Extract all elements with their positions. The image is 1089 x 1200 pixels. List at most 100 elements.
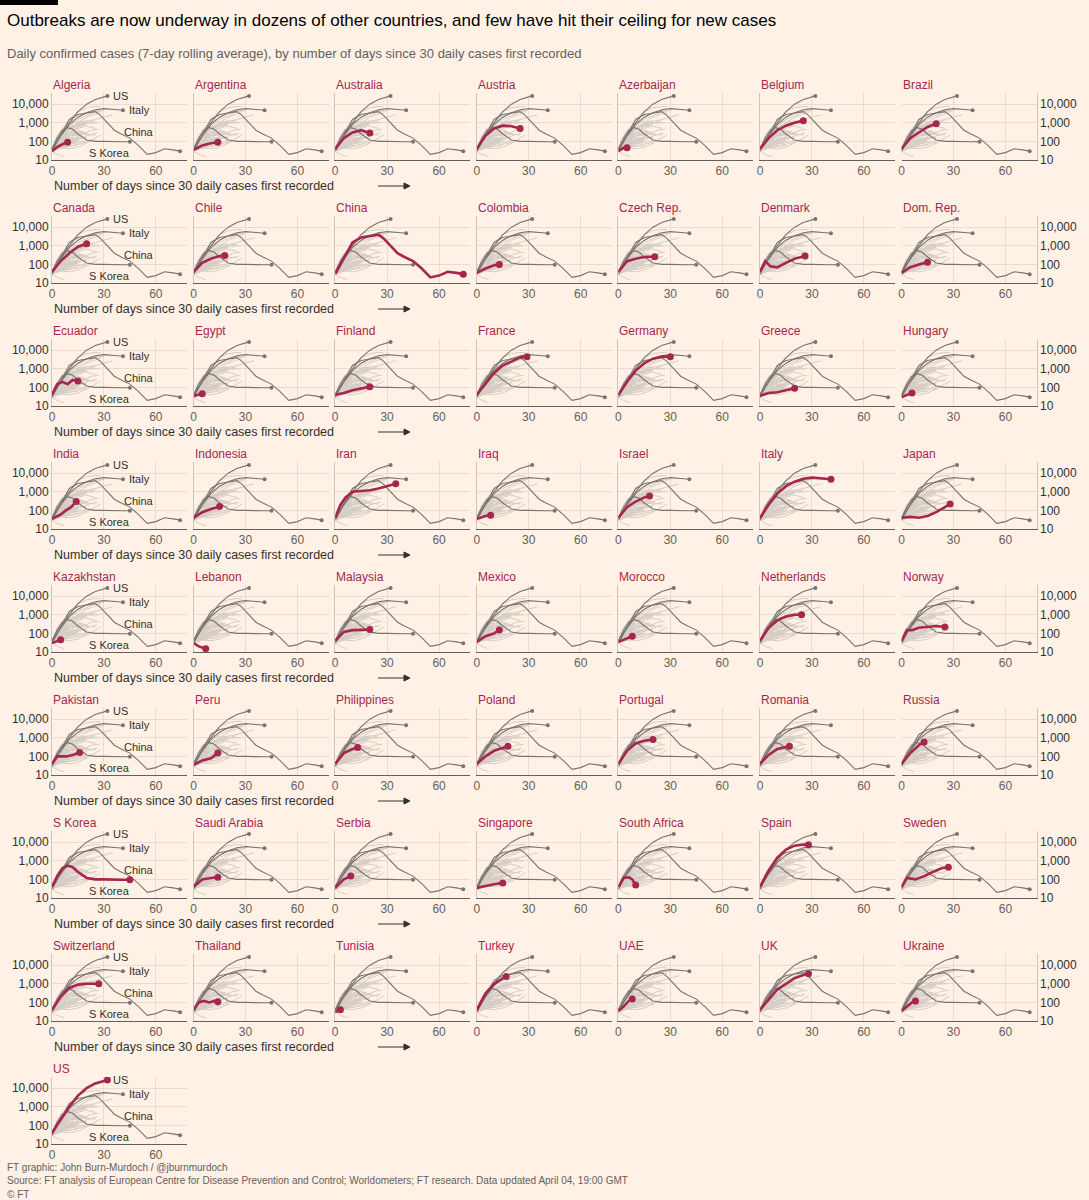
- svg-text:30: 30: [97, 902, 111, 916]
- svg-text:Algeria: Algeria: [53, 78, 91, 92]
- svg-text:60: 60: [291, 410, 305, 424]
- svg-text:0: 0: [757, 533, 764, 547]
- svg-text:1,000: 1,000: [1040, 977, 1070, 991]
- svg-text:30: 30: [664, 902, 678, 916]
- svg-text:60: 60: [716, 779, 730, 793]
- svg-text:60: 60: [149, 656, 163, 670]
- svg-text:10: 10: [35, 645, 49, 659]
- svg-text:30: 30: [97, 656, 111, 670]
- svg-text:China: China: [124, 864, 154, 876]
- svg-text:0: 0: [332, 779, 339, 793]
- svg-text:60: 60: [291, 1025, 305, 1039]
- svg-text:Poland: Poland: [478, 693, 515, 707]
- svg-text:0: 0: [473, 779, 480, 793]
- svg-text:0: 0: [615, 410, 622, 424]
- svg-text:Number of days since 30 daily: Number of days since 30 daily cases firs…: [54, 302, 334, 316]
- svg-text:0: 0: [615, 287, 622, 301]
- svg-text:0: 0: [332, 164, 339, 178]
- svg-text:0: 0: [332, 1025, 339, 1039]
- svg-text:0: 0: [757, 1025, 764, 1039]
- svg-text:100: 100: [1040, 627, 1060, 641]
- svg-text:US: US: [113, 951, 128, 963]
- svg-text:60: 60: [149, 779, 163, 793]
- svg-text:0: 0: [332, 287, 339, 301]
- svg-text:10,000: 10,000: [12, 589, 49, 603]
- svg-text:10: 10: [1040, 522, 1054, 536]
- svg-text:China: China: [124, 495, 154, 507]
- svg-text:60: 60: [574, 164, 588, 178]
- svg-text:10,000: 10,000: [1040, 958, 1077, 972]
- svg-text:Norway: Norway: [903, 570, 944, 584]
- svg-text:Thailand: Thailand: [195, 939, 241, 953]
- svg-text:30: 30: [805, 164, 819, 178]
- svg-text:30: 30: [664, 656, 678, 670]
- svg-text:10: 10: [35, 276, 49, 290]
- svg-text:60: 60: [149, 410, 163, 424]
- svg-text:US: US: [113, 582, 128, 594]
- svg-text:60: 60: [149, 1148, 163, 1162]
- svg-text:Czech Rep.: Czech Rep.: [619, 201, 682, 215]
- svg-text:30: 30: [522, 902, 536, 916]
- svg-text:Daily confirmed cases (7-day r: Daily confirmed cases (7-day rolling ave…: [7, 46, 581, 61]
- svg-text:UK: UK: [761, 939, 778, 953]
- svg-text:Number of days since 30 daily: Number of days since 30 daily cases firs…: [54, 671, 334, 685]
- svg-text:China: China: [124, 372, 154, 384]
- svg-text:60: 60: [857, 533, 871, 547]
- svg-text:10: 10: [35, 1014, 49, 1028]
- svg-text:100: 100: [29, 996, 49, 1010]
- svg-text:30: 30: [239, 779, 253, 793]
- svg-text:60: 60: [574, 410, 588, 424]
- svg-text:Italy: Italy: [129, 965, 150, 977]
- svg-text:0: 0: [615, 533, 622, 547]
- svg-text:0: 0: [190, 902, 197, 916]
- svg-text:30: 30: [947, 656, 961, 670]
- svg-text:10: 10: [1040, 1014, 1054, 1028]
- svg-text:Malaysia: Malaysia: [336, 570, 384, 584]
- svg-text:30: 30: [522, 779, 536, 793]
- svg-text:0: 0: [49, 1025, 56, 1039]
- svg-text:Pakistan: Pakistan: [53, 693, 99, 707]
- svg-text:Italy: Italy: [129, 350, 150, 362]
- svg-text:60: 60: [999, 533, 1013, 547]
- svg-text:60: 60: [432, 164, 446, 178]
- svg-text:60: 60: [149, 533, 163, 547]
- svg-text:Italy: Italy: [761, 447, 783, 461]
- svg-text:Morocco: Morocco: [619, 570, 665, 584]
- svg-text:30: 30: [664, 533, 678, 547]
- svg-text:100: 100: [29, 750, 49, 764]
- svg-text:South Africa: South Africa: [619, 816, 684, 830]
- svg-text:Ukraine: Ukraine: [903, 939, 945, 953]
- svg-text:60: 60: [857, 656, 871, 670]
- svg-text:Argentina: Argentina: [195, 78, 247, 92]
- svg-text:0: 0: [757, 779, 764, 793]
- svg-text:0: 0: [49, 1148, 56, 1162]
- svg-text:30: 30: [97, 164, 111, 178]
- svg-text:Hungary: Hungary: [903, 324, 948, 338]
- svg-text:10,000: 10,000: [1040, 343, 1077, 357]
- svg-text:30: 30: [947, 1025, 961, 1039]
- svg-text:60: 60: [999, 902, 1013, 916]
- svg-text:1,000: 1,000: [19, 116, 49, 130]
- svg-text:30: 30: [97, 533, 111, 547]
- svg-text:Greece: Greece: [761, 324, 801, 338]
- svg-text:10: 10: [35, 1137, 49, 1151]
- svg-text:60: 60: [574, 533, 588, 547]
- svg-text:Number of days since 30 daily: Number of days since 30 daily cases firs…: [54, 179, 334, 193]
- svg-text:60: 60: [432, 656, 446, 670]
- svg-text:30: 30: [805, 533, 819, 547]
- svg-text:Italy: Italy: [129, 1088, 150, 1100]
- svg-text:10: 10: [35, 153, 49, 167]
- svg-text:10,000: 10,000: [12, 958, 49, 972]
- svg-text:S Korea: S Korea: [89, 1008, 130, 1020]
- svg-text:60: 60: [999, 779, 1013, 793]
- svg-text:60: 60: [999, 164, 1013, 178]
- svg-text:0: 0: [757, 902, 764, 916]
- svg-text:0: 0: [898, 533, 905, 547]
- svg-text:100: 100: [29, 873, 49, 887]
- svg-text:30: 30: [97, 779, 111, 793]
- svg-text:Outbreaks are now underway in: Outbreaks are now underway in dozens of …: [7, 11, 776, 30]
- svg-text:0: 0: [898, 1025, 905, 1039]
- svg-text:1,000: 1,000: [19, 608, 49, 622]
- svg-text:30: 30: [664, 410, 678, 424]
- svg-text:10,000: 10,000: [12, 712, 49, 726]
